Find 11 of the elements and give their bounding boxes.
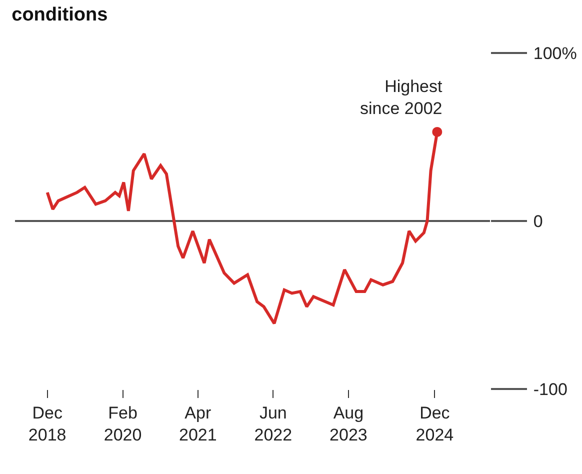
- x-tick-label: Feb 2020: [104, 403, 142, 444]
- x-tick-label: Dec 2024: [416, 403, 454, 444]
- y-tick-label: -100: [533, 380, 568, 399]
- annotation: Highest since 2002: [360, 77, 443, 118]
- x-tick-label: Dec 2018: [28, 403, 66, 444]
- y-tick-label: 0: [533, 212, 543, 231]
- y-tick-label: 100%: [533, 44, 577, 63]
- x-tick-label: Aug 2023: [330, 403, 368, 444]
- chart-title: conditions: [12, 4, 108, 26]
- x-tick-label: Jun 2022: [254, 403, 292, 444]
- x-tick-label: Apr 2021: [178, 403, 217, 444]
